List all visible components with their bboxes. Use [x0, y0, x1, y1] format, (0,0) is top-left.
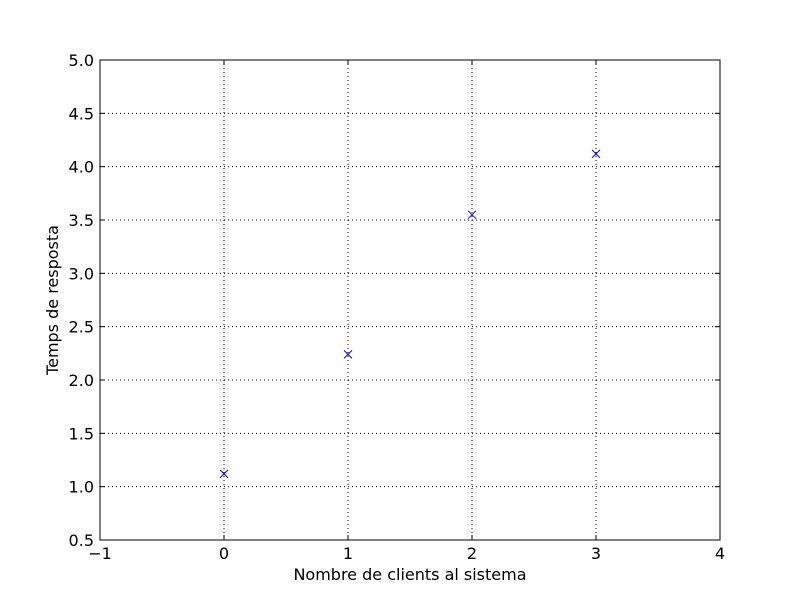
x-tick-label: −1 [88, 544, 112, 563]
data-markers [219, 149, 601, 479]
y-tick-label: 2.0 [69, 371, 94, 390]
data-point-stroke [467, 210, 477, 220]
y-tick-label: 3.5 [69, 211, 94, 230]
plot-frame [99, 59, 721, 541]
axis-ticks [99, 59, 721, 541]
y-tick-label: 5.0 [69, 51, 94, 70]
y-axis-label: Temps de resposta [43, 225, 62, 376]
y-tick-label: 2.5 [69, 318, 94, 337]
data-point [219, 469, 229, 479]
y-tick-label: 0.5 [69, 531, 94, 550]
x-axis-label: Nombre de clients al sistema [293, 565, 526, 584]
x-tick-label: 1 [343, 544, 353, 563]
y-tick-label: 3.0 [69, 264, 94, 283]
x-tick-label: 3 [591, 544, 601, 563]
x-tick-label: 2 [467, 544, 477, 563]
grid-lines [100, 60, 720, 540]
data-point-stroke [219, 469, 229, 479]
data-point [343, 350, 353, 359]
y-tick-label: 4.5 [69, 104, 94, 123]
data-point-stroke [591, 149, 601, 159]
y-tick-label: 1.5 [69, 424, 94, 443]
y-tick-label: 4.0 [69, 158, 94, 177]
x-tick-label: 4 [715, 544, 725, 563]
data-point-stroke [343, 350, 353, 359]
data-point [467, 210, 477, 220]
data-point [591, 149, 601, 159]
x-tick-label: 0 [219, 544, 229, 563]
tick-labels: −1 0 1 2 3 4 0.5 1.0 1.5 2.0 2.5 3.0 3.5 4.0 4.5 5.0 [69, 51, 726, 563]
y-tick-label: 1.0 [69, 478, 94, 497]
